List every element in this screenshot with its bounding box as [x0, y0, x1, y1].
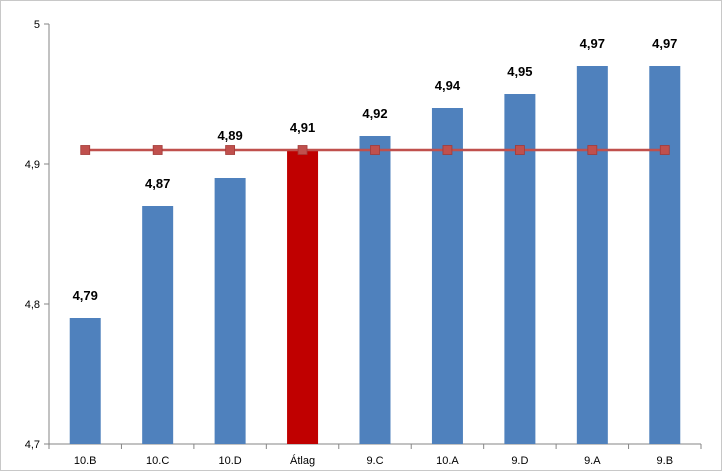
bar [69, 318, 101, 444]
average-line-marker [152, 145, 163, 155]
bar [649, 66, 681, 444]
data-labels: 4,79 4,87 4,89 4,91 4,92 4,94 4,95 4,97 4,97 [73, 36, 678, 303]
average-line-marker [225, 145, 236, 155]
bar [431, 108, 463, 444]
data-label: 4,97 [652, 36, 677, 51]
data-label: 4,95 [507, 64, 532, 79]
data-label: 4,79 [73, 288, 98, 303]
bar [359, 136, 391, 444]
x-tick-label: 10.D [218, 455, 241, 467]
x-tick-label: 10.C [146, 455, 169, 467]
average-line-marker [514, 145, 525, 155]
x-tick-label: 9.C [366, 455, 383, 467]
x-tick-label: Átlag [290, 454, 315, 467]
bar [214, 178, 246, 444]
y-tick-label: 4,8 [25, 299, 40, 311]
bar-average [287, 150, 319, 444]
average-line-marker [80, 145, 91, 155]
data-label: 4,87 [145, 176, 170, 191]
average-line-marker [370, 145, 380, 155]
bar [576, 66, 608, 444]
y-tick-label: 4,9 [25, 159, 40, 171]
bars [69, 66, 681, 444]
x-tick-label: 9.A [584, 455, 601, 467]
y-tick-label: 5 [34, 19, 40, 31]
data-label: 4,91 [290, 120, 315, 135]
y-tick-label: 4,7 [25, 439, 40, 451]
data-label: 4,94 [435, 78, 461, 93]
average-line [80, 145, 670, 155]
x-tick-label: 10.B [74, 455, 97, 467]
data-label: 4,89 [217, 128, 242, 143]
data-label: 4,97 [580, 36, 605, 51]
x-tick-label: 9.B [657, 455, 674, 467]
bar [142, 206, 174, 444]
average-line-marker [659, 145, 670, 155]
average-line-marker [442, 145, 453, 155]
x-tick-label: 9.D [511, 455, 528, 467]
data-label: 4,92 [362, 106, 387, 121]
average-line-marker [587, 145, 598, 155]
x-tick-label: 10.A [436, 455, 459, 467]
average-line-marker [297, 145, 308, 155]
